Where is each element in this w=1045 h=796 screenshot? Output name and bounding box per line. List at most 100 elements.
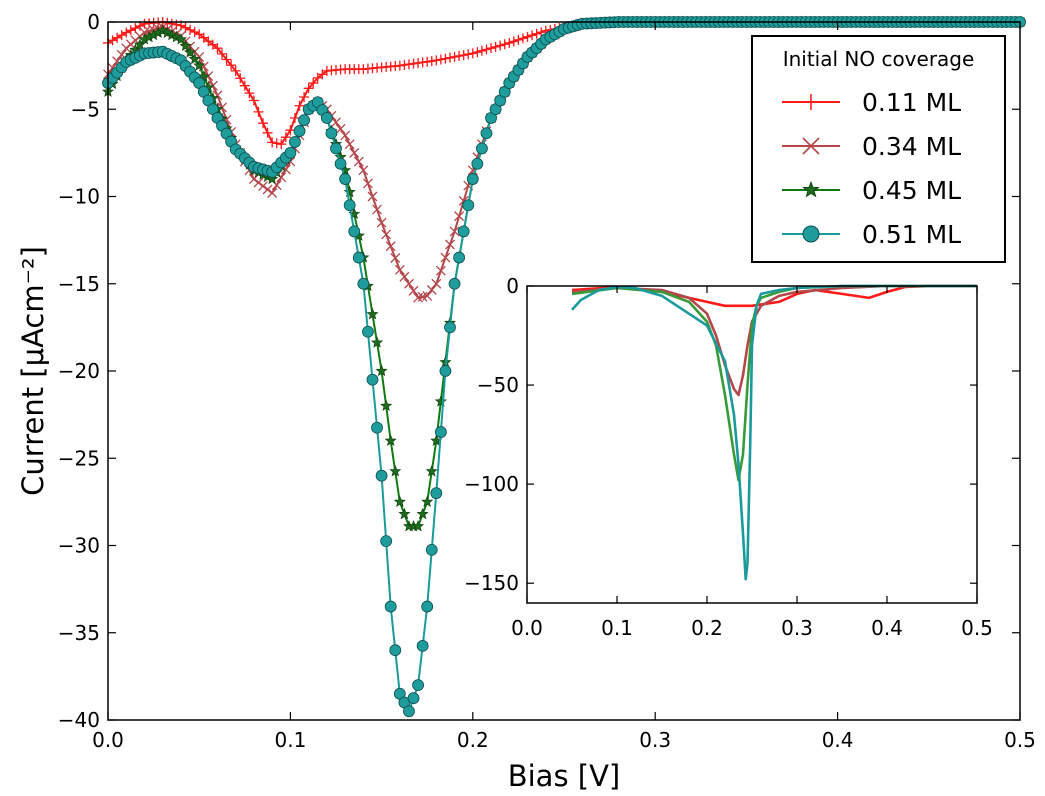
y-tick-label: −25 (58, 446, 100, 470)
data-point (389, 644, 402, 657)
data-point (380, 399, 393, 412)
data-point (416, 507, 429, 520)
data-point (457, 225, 470, 238)
x-tick-label: 0.3 (639, 728, 671, 752)
legend-item: 0.45 ML (782, 176, 961, 205)
data-point (344, 139, 355, 150)
data-point (445, 52, 455, 63)
y-tick-label: −10 (58, 185, 100, 209)
data-point (371, 336, 384, 348)
data-point (280, 132, 291, 143)
data-point (404, 278, 414, 289)
data-point (421, 495, 434, 507)
x-tick-label: 0.1 (274, 728, 306, 752)
data-point (289, 112, 300, 123)
data-point (293, 125, 306, 137)
data-point (431, 278, 442, 289)
data-point (230, 65, 241, 76)
legend-label: 0.51 ML (862, 220, 961, 249)
data-point (276, 139, 287, 150)
data-point (499, 39, 510, 50)
data-point (375, 364, 388, 377)
data-point (435, 54, 446, 65)
data-point (340, 130, 351, 141)
data-point (121, 27, 132, 38)
data-point (421, 600, 434, 613)
data-point (431, 55, 442, 66)
data-point (294, 100, 305, 111)
data-point (357, 277, 370, 290)
data-point (352, 251, 365, 264)
inset-y-tick-label: −50 (477, 373, 519, 397)
data-point (490, 41, 501, 52)
data-point (262, 127, 273, 138)
y-tick-label: −30 (58, 534, 100, 558)
data-point (476, 142, 488, 155)
data-point (112, 32, 123, 43)
y-tick-label: −15 (58, 272, 100, 296)
data-point (440, 252, 451, 263)
data-point (367, 191, 378, 202)
inset-x-tick-label: 0.5 (961, 616, 993, 640)
data-point (353, 156, 364, 167)
x-axis-label: Bias [V] (508, 759, 621, 793)
data-point (481, 44, 492, 55)
data-point (435, 265, 446, 276)
data-point (366, 307, 379, 320)
data-point (226, 60, 237, 71)
data-point (239, 80, 250, 91)
data-point (303, 83, 314, 94)
data-point (116, 30, 127, 41)
inset-x-tick-label: 0.1 (601, 616, 633, 640)
data-point (381, 229, 392, 240)
data-point (513, 34, 524, 45)
data-point (174, 33, 187, 45)
data-point (399, 59, 410, 70)
data-point (325, 127, 338, 140)
data-point (339, 173, 352, 185)
y-tick-label: −35 (58, 621, 100, 645)
data-point (235, 73, 246, 84)
data-point (335, 123, 346, 134)
data-point (380, 535, 393, 548)
data-point (349, 147, 360, 158)
data-point (107, 35, 118, 46)
inset-y-tick-label: −100 (464, 472, 519, 496)
data-point (480, 127, 493, 140)
legend-marker-plus (803, 94, 819, 110)
data-point (463, 49, 474, 60)
data-point (403, 705, 415, 718)
data-point (393, 495, 406, 507)
data-point (390, 253, 401, 263)
inset-x-tick-label: 0.0 (511, 616, 543, 640)
data-point (466, 173, 479, 185)
data-point (408, 285, 419, 296)
data-point (180, 22, 191, 33)
data-point (384, 434, 397, 446)
inset-x-tick-label: 0.2 (691, 616, 723, 640)
data-point (358, 165, 369, 176)
data-point (407, 692, 420, 705)
data-point (471, 157, 484, 170)
data-point (434, 426, 447, 438)
data-point (362, 325, 374, 338)
y-axis-label: Current [μAcm⁻²] (16, 246, 50, 496)
legend-item: 0.11 ML (782, 88, 961, 117)
data-point (458, 50, 469, 61)
data-point (417, 57, 428, 68)
data-point (130, 23, 141, 34)
inset-series-line-1 (571, 284, 977, 397)
data-point (527, 30, 538, 41)
data-point (184, 46, 197, 58)
data-point (179, 39, 192, 52)
data-point (221, 54, 232, 65)
data-point (343, 199, 356, 212)
data-point (258, 118, 269, 129)
data-point (389, 465, 402, 477)
y-tick-label: 0 (87, 10, 100, 34)
x-tick-label: 0.4 (822, 728, 854, 752)
data-point (394, 264, 405, 275)
data-point (334, 157, 347, 170)
data-point (362, 178, 373, 189)
